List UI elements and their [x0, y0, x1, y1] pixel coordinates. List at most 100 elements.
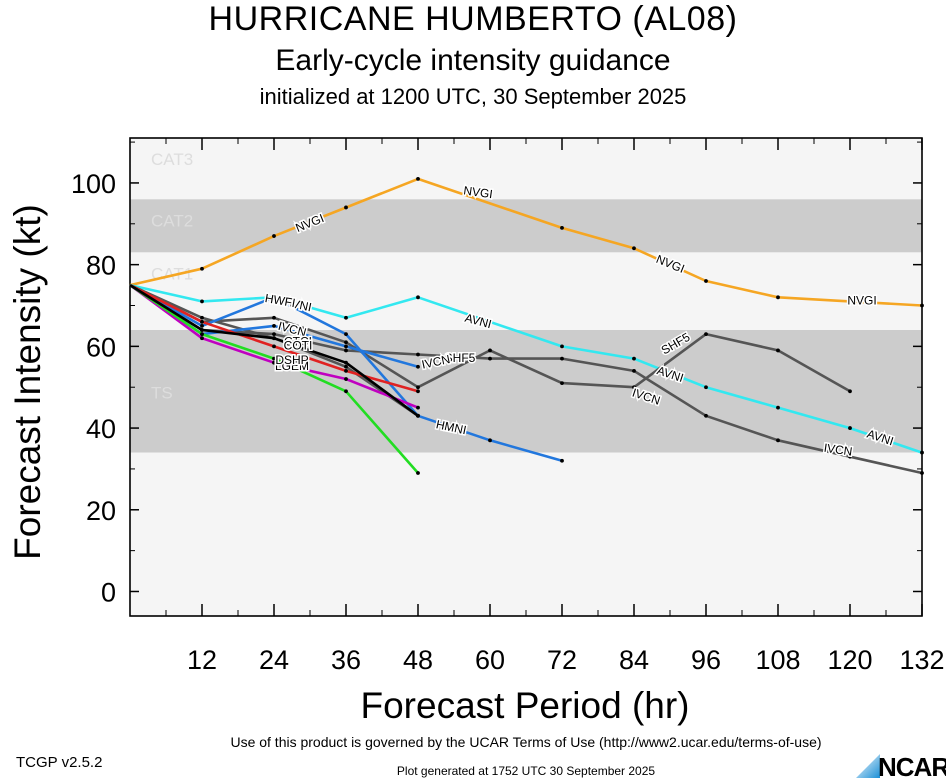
data-point-coti — [200, 328, 204, 332]
band-label-cat3: CAT3 — [151, 150, 193, 169]
ncar-logo-icon — [856, 754, 880, 778]
data-point-ivcn — [560, 356, 564, 361]
x-tick-label: 48 — [403, 645, 433, 675]
data-point-hmni-b — [272, 324, 276, 328]
terms-of-use: Use of this product is governed by the U… — [230, 734, 822, 750]
y-tick-label: 80 — [86, 251, 116, 281]
band-label-cat1: CAT1 — [151, 264, 193, 283]
data-point-avni — [344, 315, 348, 320]
data-point-ctci — [416, 389, 420, 394]
data-point-nvgi — [776, 295, 780, 300]
data-point-avni — [632, 356, 636, 361]
data-point-dshp — [200, 332, 204, 337]
series-line-ivcn — [129, 283, 923, 475]
y-tick-label: 40 — [86, 414, 116, 444]
y-tick-label: 0 — [101, 577, 116, 607]
data-point-coti — [272, 336, 276, 341]
series-label-hwfi: HWFI — [264, 291, 297, 310]
x-tick-label: 12 — [187, 645, 217, 675]
data-point-avni — [416, 295, 420, 300]
data-point-hmni-b — [416, 364, 420, 369]
band-plain — [130, 452, 922, 616]
data-point-avni — [920, 450, 924, 455]
data-point-nvgi — [200, 266, 204, 271]
data-point-shf5 — [416, 385, 420, 390]
data-point-ivcn — [920, 471, 924, 475]
data-point-hmni — [200, 324, 204, 328]
x-tick-label: 72 — [547, 645, 577, 675]
x-tick-label: 132 — [899, 645, 944, 675]
data-point-ctci — [344, 368, 348, 373]
data-point-ivcn — [416, 352, 420, 357]
axes: 0 20 40 60 80 100 12 24 36 48 60 72 84 96 108 120 132 — [71, 137, 945, 675]
series-label-nvgi: NVGI — [463, 183, 494, 201]
intensity-bands: CAT3 CAT2 CAT1 TS — [130, 138, 922, 616]
data-point-avni — [704, 385, 708, 390]
x-axis-label: Forecast Period (hr) — [361, 685, 690, 726]
data-point-shf5 — [632, 385, 636, 390]
version-label: TCGP v2.5.2 — [16, 754, 103, 771]
data-point-dshp — [272, 356, 276, 361]
data-point-ivcn — [776, 438, 780, 443]
data-point-hwfi — [200, 315, 204, 320]
data-point-hmni — [344, 332, 348, 337]
band-ts — [130, 330, 922, 453]
series-label-dshp: DSHP — [275, 353, 308, 367]
x-tick-label: 36 — [331, 645, 361, 675]
series-labels: NVGINVGINVGINVGIAVNIAVNIAVNIAVNISHF5SHF5… — [262, 182, 896, 460]
data-point-shf5 — [344, 340, 348, 345]
data-point-avni — [560, 344, 564, 349]
data-point-ivcn — [488, 356, 492, 361]
data-point-hwfi — [344, 364, 348, 369]
band-cat3 — [130, 138, 922, 200]
data-point-ivcn — [272, 332, 276, 337]
data-point-lgem — [272, 360, 276, 365]
data-point-shf5 — [272, 315, 276, 320]
ncar-logo: NCAR — [852, 750, 946, 782]
data-point-avni — [848, 426, 852, 430]
data-point-hmni — [272, 295, 276, 300]
y-axis-label: Forecast Intensity (kt) — [7, 204, 48, 560]
x-tick-label: 96 — [691, 645, 721, 675]
data-point-shf5 — [848, 389, 852, 394]
data-point-dshp — [344, 389, 348, 394]
data-point-nvgi — [344, 205, 348, 210]
data-point-nvgi — [920, 303, 924, 308]
data-point-nvgi — [272, 234, 276, 238]
series-label-ctci: CTCI — [284, 334, 312, 348]
data-point-avni — [200, 299, 204, 304]
data-point-hmni — [560, 458, 564, 463]
series-label-shf5: SHF5 — [445, 351, 476, 365]
forecast-lines — [129, 176, 924, 475]
data-point-ctci — [200, 319, 204, 324]
x-tick-label: 24 — [259, 645, 289, 675]
y-tick-label: 20 — [86, 496, 116, 526]
y-tick-label: 100 — [71, 169, 116, 199]
band-label-ts: TS — [151, 383, 173, 402]
chart-title: HURRICANE HUMBERTO (AL08) — [208, 0, 738, 38]
data-point-nvgi — [632, 246, 636, 251]
x-tick-label: 84 — [619, 645, 649, 675]
data-point-dshp — [416, 471, 420, 475]
data-point-lgem — [416, 405, 420, 410]
x-tick-label: 120 — [827, 645, 872, 675]
initialized-time: initialized at 1200 UTC, 30 September 20… — [259, 84, 687, 109]
y-tick-label: 60 — [86, 332, 116, 362]
data-point-shf5 — [704, 332, 708, 337]
data-point-hmni-b — [344, 344, 348, 349]
data-point-lgem — [344, 377, 348, 381]
data-point-avni — [776, 405, 780, 410]
data-point-ivcn — [704, 413, 708, 418]
series-label-coti: COTI — [284, 339, 313, 353]
data-point-lgem — [200, 336, 204, 341]
data-point-coti — [344, 360, 348, 365]
data-point-nvgi — [560, 225, 564, 230]
data-point-shf5 — [488, 348, 492, 353]
data-point-ivcn — [632, 368, 636, 373]
data-point-shf5 — [776, 348, 780, 353]
x-tick-label: 60 — [475, 645, 505, 675]
data-point-ctci — [272, 344, 276, 349]
ncar-logo-text: NCAR — [878, 752, 946, 782]
chart-subtitle: Early-cycle intensity guidance — [275, 44, 671, 77]
